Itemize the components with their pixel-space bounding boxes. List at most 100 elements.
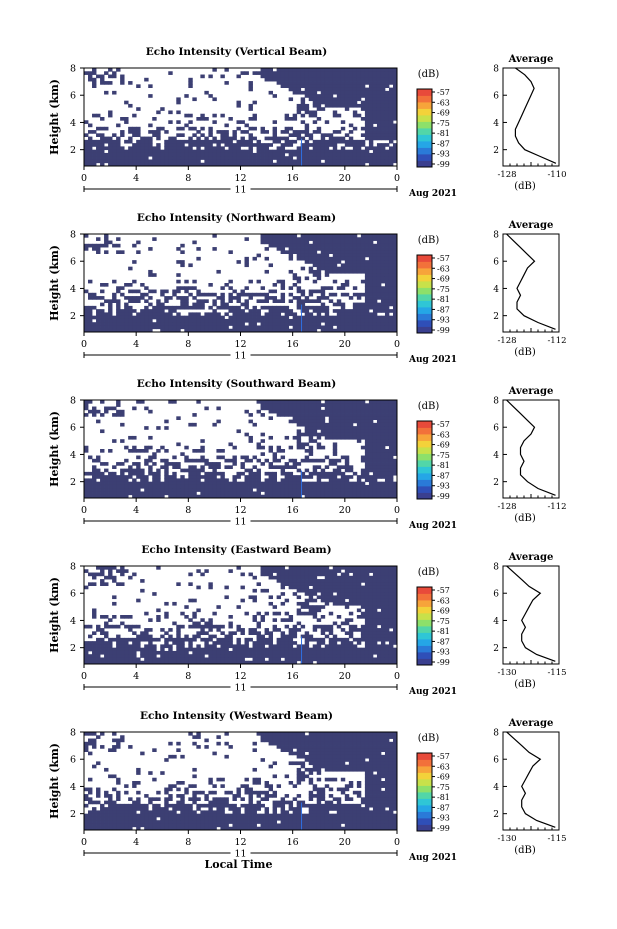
heatmap-cell xyxy=(376,302,382,307)
heatmap-cell xyxy=(228,305,233,310)
heatmap-cell xyxy=(352,325,358,330)
heatmap-cell xyxy=(268,68,273,72)
heatmap-cell xyxy=(392,488,398,492)
heatmap-cell xyxy=(344,237,350,241)
heatmap-cell xyxy=(332,422,338,427)
heatmap-cell xyxy=(136,159,141,164)
heatmap-cell xyxy=(216,162,221,167)
heatmap-cell xyxy=(268,478,273,483)
heatmap-cell xyxy=(132,650,137,655)
heatmap-cell xyxy=(296,494,302,499)
heatmap-cell xyxy=(236,647,241,652)
heatmap-cell xyxy=(340,455,346,460)
heatmap-cell xyxy=(344,595,350,600)
heatmap-cell xyxy=(280,566,286,570)
heatmap-cell xyxy=(364,445,370,450)
heatmap-cell xyxy=(116,237,121,241)
heatmap-cell xyxy=(172,462,177,466)
heatmap-cell xyxy=(364,491,370,496)
heatmap-cell xyxy=(284,309,290,313)
heatmap-cell xyxy=(196,152,201,157)
heatmap-cell xyxy=(364,107,370,111)
heatmap-cell xyxy=(224,644,229,649)
heatmap-cell xyxy=(164,660,169,665)
heatmap-cell xyxy=(276,240,282,245)
colorbar-tick-label: -99 xyxy=(437,492,450,501)
heatmap-cell xyxy=(328,328,334,333)
heatmap-cell xyxy=(376,260,382,264)
heatmap-cell xyxy=(276,484,282,489)
heatmap-cell xyxy=(372,100,378,105)
heatmap-cell xyxy=(352,628,358,632)
heatmap-cell xyxy=(212,650,217,655)
heatmap-cell xyxy=(264,292,269,297)
heatmap-cell xyxy=(340,426,346,430)
heatmap-cell xyxy=(84,406,89,411)
heatmap-cell xyxy=(208,312,213,317)
heatmap-cell xyxy=(128,149,133,154)
heatmap-cell xyxy=(124,100,129,105)
heatmap-cell xyxy=(136,312,141,317)
heatmap-cell xyxy=(336,247,342,251)
heatmap-cell xyxy=(332,595,338,600)
heatmap-cell xyxy=(232,159,237,164)
heatmap-cell xyxy=(264,647,269,652)
heatmap-cell xyxy=(260,305,265,310)
heatmap-cell xyxy=(168,146,173,151)
heatmap-cell xyxy=(96,159,101,164)
heatmap-cell xyxy=(352,481,358,486)
heatmap-cell xyxy=(84,484,89,489)
heatmap-cell xyxy=(368,615,374,619)
heatmap-cell xyxy=(136,299,141,303)
heatmap-cell xyxy=(336,491,342,496)
heatmap-cell xyxy=(348,247,354,251)
heatmap-cell xyxy=(392,126,398,131)
heatmap-cell xyxy=(120,491,125,496)
x-tick-label: 0 xyxy=(394,505,400,516)
heatmap-cell xyxy=(188,77,193,82)
colorbar-tick-label: -57 xyxy=(437,420,450,429)
heatmap-cell xyxy=(356,296,362,300)
heatmap-cell xyxy=(172,139,177,144)
heatmap-cell xyxy=(100,156,105,160)
heatmap-cell xyxy=(220,149,225,154)
heatmap-cell xyxy=(216,152,221,157)
heatmap-cell xyxy=(292,491,298,496)
heatmap-cell xyxy=(220,156,225,160)
heatmap-cell xyxy=(88,309,93,313)
heatmap-cell xyxy=(388,449,394,453)
heatmap-cell xyxy=(344,263,350,268)
heatmap-cell xyxy=(264,143,269,147)
heatmap-cell xyxy=(356,406,362,411)
heatmap-cell xyxy=(380,452,386,456)
heatmap-cell xyxy=(340,579,346,583)
heatmap-cell xyxy=(256,442,261,447)
heatmap-cell xyxy=(368,292,374,297)
heatmap-cell xyxy=(168,491,173,496)
heatmap-cell xyxy=(384,283,390,287)
heatmap-cell xyxy=(364,439,370,443)
heatmap-cell xyxy=(144,286,149,290)
heatmap-cell xyxy=(324,572,330,577)
heatmap-cell xyxy=(124,494,129,499)
heatmap-cell xyxy=(280,84,286,88)
heatmap-cell xyxy=(172,657,177,662)
heatmap-cell xyxy=(312,406,318,411)
heatmap-cell xyxy=(292,592,298,596)
heatmap-cell xyxy=(384,149,390,154)
heatmap-cell xyxy=(100,637,105,642)
heatmap-cell xyxy=(332,146,338,151)
heatmap-cell xyxy=(92,491,97,496)
heatmap-cell xyxy=(300,322,306,326)
heatmap-cell xyxy=(168,654,173,658)
heatmap-cell xyxy=(148,618,153,622)
heatmap-cell xyxy=(308,409,314,414)
heatmap-cell xyxy=(176,478,181,483)
heatmap-cell xyxy=(316,494,322,499)
heatmap-cell xyxy=(144,159,149,164)
heatmap-cell xyxy=(388,325,394,330)
heatmap-cell xyxy=(276,68,282,72)
heatmap-cell xyxy=(340,325,346,330)
heatmap-cell xyxy=(372,269,378,274)
heatmap-cell xyxy=(304,644,310,649)
